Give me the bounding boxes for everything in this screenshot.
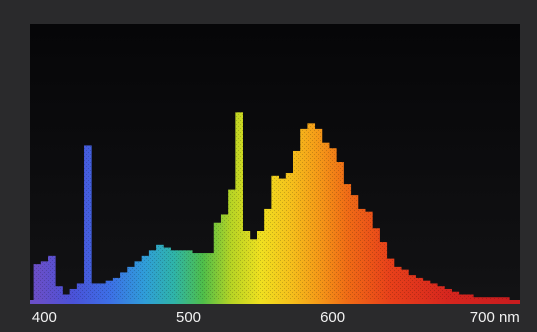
spectrum-bar-texture: [184, 250, 193, 300]
spectrum-bar-texture: [98, 283, 107, 300]
spectrum-bar-texture: [437, 286, 445, 300]
spectrum-bar-texture: [48, 255, 56, 300]
spectrum-bar-texture: [148, 250, 157, 300]
spectrum-bar-texture: [40, 261, 49, 300]
spectrum-bar-texture: [235, 112, 243, 300]
spectrum-bar-texture: [408, 275, 416, 300]
spectrum-bar-texture: [444, 288, 452, 300]
spectrum-bar-texture: [242, 231, 251, 300]
spectrum-bar-texture: [256, 231, 265, 300]
spectrum-bar-texture: [163, 247, 171, 300]
spectrum-bar-texture: [343, 184, 352, 300]
spectrum-bar-texture: [379, 242, 388, 300]
spectrum-bar-texture: [192, 253, 200, 300]
spectrum-bar-texture: [213, 222, 222, 300]
spectrum-bar-texture: [458, 294, 467, 300]
spectrum-bar-texture: [465, 294, 474, 300]
spectrum-bar-texture: [91, 283, 99, 300]
spectrum-bar-texture: [76, 283, 85, 300]
x-tick-label: 500: [175, 309, 202, 326]
spectrum-bar-texture: [307, 123, 316, 300]
spectrum-bar-texture: [386, 258, 395, 300]
spectrum-bar-texture: [278, 178, 287, 300]
spectrum-bar-texture: [170, 250, 179, 300]
spectrum-bar-texture: [350, 195, 359, 300]
x-tick-label: 600: [320, 309, 346, 326]
spectrum-bar-texture: [336, 162, 344, 300]
spectrum-bar-texture: [293, 150, 301, 300]
spectrum-bar-texture: [415, 277, 424, 300]
spectrum-bar-texture: [220, 214, 229, 300]
spectrum-bar-texture: [329, 148, 337, 300]
spectrum-bar-texture: [372, 228, 380, 300]
spectrum-bar-texture: [365, 211, 373, 300]
baseline-strip: [30, 300, 520, 304]
spectrum-bar-texture: [480, 297, 488, 300]
spectrum-bar-texture: [249, 239, 258, 300]
spectrum-bar-texture: [422, 280, 431, 300]
spectrum-bar-texture: [321, 142, 330, 300]
spectrum-bar-texture: [55, 286, 63, 300]
spectrum-bar-texture: [473, 297, 481, 300]
x-tick-label: 400: [31, 309, 57, 326]
spectrum-bar-texture: [429, 283, 438, 300]
spectrum-bar-texture: [300, 128, 308, 300]
spectrum-bar-texture: [271, 175, 280, 300]
spectrum-bar-texture: [501, 297, 510, 300]
spectrum-bar-texture: [199, 253, 207, 300]
spectrum-bar-texture: [206, 253, 215, 300]
spectrum-bar-texture: [451, 291, 460, 300]
spectrum-bar-texture: [112, 277, 121, 300]
spectrum-bar-texture: [357, 208, 366, 300]
spectrum-bar-texture: [105, 280, 114, 300]
spectrum-bar-texture: [156, 244, 164, 300]
spectrum-bar-texture: [33, 264, 42, 300]
spectrum-bar-texture: [120, 272, 128, 300]
spectrum-bar-texture: [62, 294, 71, 300]
spectrum-bar-texture: [127, 266, 135, 300]
spectrum-bar-texture: [494, 297, 503, 300]
spectrum-bar-texture: [264, 208, 272, 300]
spectrum-bar-texture: [177, 250, 186, 300]
spectrum-bar-texture: [285, 173, 294, 300]
spectrum-bar-texture: [393, 266, 402, 300]
spectrum-bar-texture: [134, 261, 143, 300]
spectrum-bar-texture: [69, 288, 78, 300]
spectrum-bar-texture: [141, 255, 150, 300]
spectrum-bars: [33, 112, 510, 300]
spectrum-bar-texture: [401, 269, 409, 300]
spectrum-bar-texture: [314, 128, 323, 300]
spectrum-bar-texture: [228, 189, 236, 300]
spectrum-bar-texture: [487, 297, 496, 300]
spectrum-bar-texture: [84, 145, 92, 300]
x-tick-label: 700 nm: [469, 309, 520, 326]
